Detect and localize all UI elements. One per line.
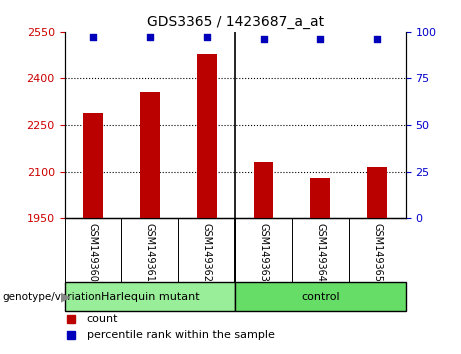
Text: GSM149364: GSM149364 — [315, 223, 325, 282]
Text: percentile rank within the sample: percentile rank within the sample — [87, 330, 275, 341]
Text: GSM149360: GSM149360 — [88, 223, 98, 282]
Point — [373, 36, 381, 42]
Bar — [197, 53, 217, 218]
Point — [203, 35, 210, 40]
Text: GSM149361: GSM149361 — [145, 223, 155, 282]
Point — [89, 35, 97, 40]
Text: count: count — [87, 314, 118, 324]
Bar — [367, 167, 387, 218]
Bar — [83, 113, 103, 218]
Text: Harlequin mutant: Harlequin mutant — [100, 292, 199, 302]
Text: control: control — [301, 292, 340, 302]
Bar — [310, 178, 331, 218]
Bar — [254, 162, 273, 218]
Text: GSM149365: GSM149365 — [372, 223, 382, 282]
Point — [146, 35, 154, 40]
Bar — [65, 282, 235, 312]
Title: GDS3365 / 1423687_a_at: GDS3365 / 1423687_a_at — [147, 16, 324, 29]
Text: genotype/variation: genotype/variation — [2, 292, 101, 302]
Point — [260, 36, 267, 42]
Bar — [235, 282, 406, 312]
Text: GSM149363: GSM149363 — [259, 223, 269, 282]
Text: ▶: ▶ — [61, 290, 71, 303]
Bar — [140, 92, 160, 218]
Point — [317, 36, 324, 42]
Text: GSM149362: GSM149362 — [201, 223, 212, 282]
